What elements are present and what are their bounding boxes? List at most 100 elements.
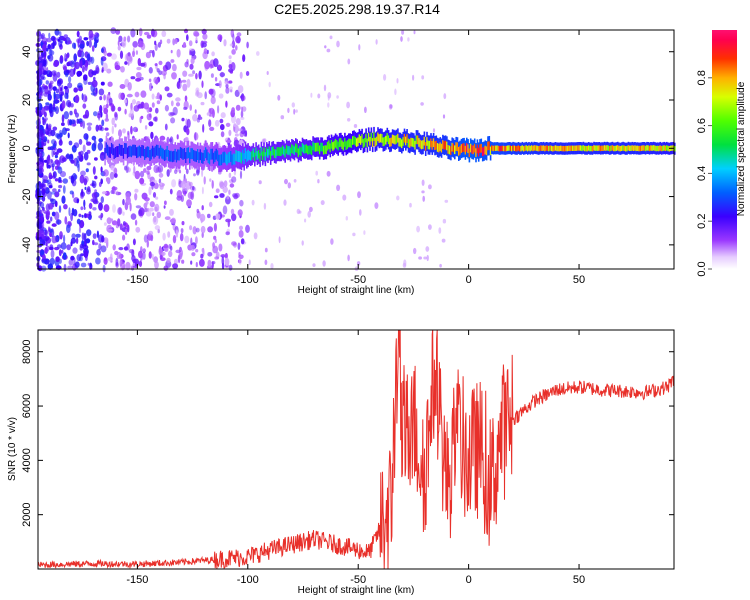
heatmap-ridge-core	[625, 146, 627, 152]
heatmap-speckle	[67, 40, 72, 45]
heatmap-speckle	[159, 39, 163, 45]
heatmap-speckle	[284, 178, 288, 185]
heatmap-ridge-core	[450, 146, 452, 155]
heatmap-speckle	[134, 170, 141, 180]
heatmap-ridge-core	[305, 144, 308, 153]
snr-x-ticks: -150 -100 -50 0 50	[126, 330, 585, 586]
heatmap-speckle	[48, 174, 54, 180]
heatmap-speckle	[101, 69, 104, 73]
heatmap-speckle	[223, 39, 227, 47]
heatmap-ridge-core	[666, 145, 668, 151]
heatmap-speckle	[175, 229, 179, 238]
heatmap-y-tick-label: 40	[21, 46, 33, 58]
heatmap-speckle	[64, 92, 69, 99]
heatmap-speckle	[231, 213, 237, 222]
heatmap-speckle	[128, 249, 135, 254]
heatmap-speckle	[293, 108, 296, 115]
heatmap-speckle	[70, 119, 76, 125]
heatmap-speckle	[69, 68, 75, 78]
heatmap-speckle	[156, 100, 161, 105]
heatmap-speckle	[67, 132, 70, 139]
heatmap-speckle	[64, 216, 68, 225]
heatmap-speckle	[412, 74, 415, 81]
heatmap-speckle	[69, 190, 74, 195]
heatmap-ridge-core	[129, 145, 131, 157]
heatmap-speckle	[223, 180, 228, 188]
heatmap-ridge-core	[157, 144, 159, 156]
heatmap-ridge-core	[399, 138, 402, 147]
heatmap-speckle	[67, 265, 74, 270]
heatmap-ridge-core	[313, 142, 316, 152]
heatmap-ridge-core	[246, 151, 248, 163]
heatmap-speckle	[186, 128, 190, 136]
heatmap-speckle	[413, 30, 416, 35]
heatmap-speckle	[409, 202, 412, 208]
heatmap-speckle	[132, 40, 139, 48]
heatmap-x-tick-label: 50	[573, 274, 585, 286]
heatmap-ridge-core	[511, 146, 513, 152]
heatmap-speckle	[122, 211, 125, 216]
heatmap-ridge-core	[325, 145, 328, 155]
heatmap-ridge-core	[295, 143, 297, 153]
heatmap-ridge-core	[130, 146, 133, 158]
heatmap-speckle	[130, 28, 136, 38]
heatmap-ridge-core	[257, 149, 260, 159]
heatmap-speckle	[59, 231, 63, 240]
heatmap-ridge-core	[548, 145, 550, 152]
heatmap-ridge-core	[260, 147, 263, 156]
heatmap-speckle	[47, 44, 51, 50]
heatmap-speckle	[77, 87, 83, 92]
heatmap-ridge-core	[140, 146, 142, 158]
heatmap-speckle	[89, 33, 95, 38]
heatmap-ridge-core	[150, 148, 153, 160]
heatmap-speckle	[82, 103, 87, 109]
heatmap-speckle	[101, 119, 105, 127]
heatmap-speckle	[85, 238, 91, 244]
heatmap-ridge-core	[623, 145, 626, 151]
heatmap-speckle	[56, 80, 62, 87]
heatmap-speckle	[150, 28, 155, 37]
heatmap-ridge-core	[395, 135, 398, 144]
heatmap-speckle	[213, 58, 219, 68]
heatmap-ridge-core	[108, 146, 110, 158]
heatmap-speckle	[152, 212, 155, 217]
heatmap-speckle	[307, 211, 312, 218]
heatmap-speckle	[50, 35, 56, 42]
heatmap-speckle	[122, 198, 125, 206]
heatmap-ridge-core	[605, 145, 607, 151]
heatmap-speckle	[235, 45, 238, 51]
heatmap-speckle	[186, 78, 191, 88]
heatmap-speckle	[225, 196, 231, 205]
heatmap-speckle	[52, 102, 56, 111]
heatmap-ridge-core	[538, 145, 541, 152]
heatmap-ridge-core	[207, 152, 210, 164]
heatmap-ridge-core	[663, 145, 665, 151]
heatmap-speckle	[39, 110, 42, 117]
heatmap-speckle	[38, 165, 43, 175]
heatmap-ridge-core	[541, 145, 544, 151]
heatmap-speckle	[67, 82, 73, 89]
heatmap-speckle	[277, 94, 281, 101]
heatmap-ridge-core	[340, 138, 342, 147]
heatmap-speckle	[364, 106, 367, 114]
heatmap-ridge-core	[599, 145, 602, 152]
heatmap-speckle	[48, 229, 54, 233]
heatmap-ridge-core	[406, 134, 408, 143]
heatmap-speckle	[229, 183, 235, 188]
heatmap-ridge-core	[650, 145, 652, 151]
heatmap-speckle	[120, 261, 126, 271]
heatmap-ridge-core	[634, 145, 636, 151]
heatmap-y-label: Frequency (Hz)	[7, 115, 18, 184]
heatmap-ridge-core	[590, 145, 593, 152]
heatmap-ridge-core	[263, 147, 265, 157]
heatmap-speckle	[374, 202, 379, 210]
heatmap-speckle	[240, 106, 244, 112]
heatmap-ridge-core	[126, 147, 129, 159]
heatmap-ridge-core	[423, 136, 426, 146]
heatmap-ridge-core	[318, 145, 321, 155]
heatmap-speckle	[61, 195, 66, 204]
heatmap-speckle	[67, 220, 72, 225]
heatmap-ridge-core	[161, 147, 163, 159]
heatmap-ridge-core	[397, 133, 399, 143]
heatmap-ridge-core	[581, 145, 583, 152]
